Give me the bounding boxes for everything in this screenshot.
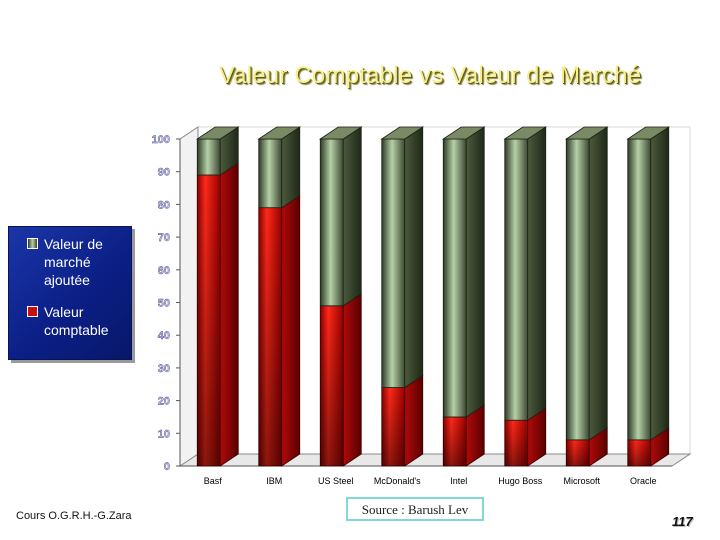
bar-market-added-side: [342, 126, 362, 307]
y-tick-label: 80: [158, 199, 170, 211]
bar-market-added-side: [588, 126, 608, 441]
bar-book-value-shade: [258, 207, 282, 467]
y-tick-label: 20: [158, 396, 170, 408]
bar-market-added: [504, 138, 529, 421]
bar-book-value-side: [281, 194, 301, 467]
bar-top-face: [626, 126, 671, 140]
bar-top-face: [257, 126, 302, 140]
y-tick-label: 50: [158, 298, 170, 310]
legend-item-market-added: Valeur de marché ajoutée: [27, 235, 130, 289]
source-box: Source : Barush Lev: [346, 497, 484, 521]
bar-book-value-side: [404, 374, 424, 467]
bar-book-value-side: [219, 162, 239, 467]
bar-book-value-shade: [320, 305, 344, 466]
axes: [176, 126, 692, 467]
bar-market-added: [381, 138, 406, 388]
bar-top-face: [318, 126, 363, 140]
legend-label-book-value: Valeur comptable: [44, 304, 109, 338]
bar-top-face: [441, 126, 486, 140]
labels: 0 10 20 30 40 50 60 70 80 90 100 Basf IBM US Steel McD…: [151, 134, 657, 486]
x-tick-label: IBM: [266, 476, 282, 486]
floor: [178, 453, 692, 467]
course-credit: Cours O.G.R.H.-G.Zara: [16, 510, 132, 522]
bar-market-added: [258, 138, 283, 209]
bar-book-value-shade: [566, 439, 590, 466]
bar-top-face: [195, 126, 240, 140]
bar-market-added: [442, 138, 467, 418]
x-tick-label: US Steel: [318, 476, 354, 486]
bar-market-added-side: [650, 126, 670, 441]
bar-top-face: [564, 126, 609, 140]
page-number: 117: [672, 514, 693, 529]
x-tick-label: Basf: [204, 476, 223, 486]
y-tick-label: 100: [152, 134, 170, 146]
y-tick-label: 0: [164, 461, 170, 473]
side-wall: [179, 126, 199, 467]
bar-market-added-side: [404, 126, 424, 389]
y-tick-label: 70: [158, 232, 170, 244]
x-tick-label: Microsoft: [563, 476, 600, 486]
chart-title: Valeur Comptable vs Valeur de Marché: [218, 62, 642, 89]
bar-market-added-side: [465, 126, 485, 418]
bar-market-added-side: [281, 126, 301, 209]
legend-item-book-value: Valeur comptable: [27, 303, 130, 339]
y-tick-label: 10: [158, 428, 170, 440]
bar-market-added: [319, 138, 344, 307]
x-tick-label: Hugo Boss: [498, 476, 543, 486]
y-tick-label: 30: [158, 363, 170, 375]
y-tick-label: 90: [158, 167, 170, 179]
bar-market-added: [196, 138, 221, 176]
legend-swatch-book-value: [27, 306, 38, 317]
bar-market-added-side: [527, 126, 547, 421]
y-tick-label: 60: [158, 265, 170, 277]
x-tick-label: Intel: [450, 476, 467, 486]
x-tick-label: Oracle: [630, 476, 657, 486]
legend: Valeur de marché ajoutée Valeur comptabl…: [8, 226, 132, 360]
legend-swatch-market-added: [27, 238, 38, 249]
bar-book-value-shade: [504, 420, 528, 466]
bar-top-face: [380, 126, 425, 140]
bars: [195, 126, 671, 467]
x-tick-label: McDonald's: [374, 476, 421, 486]
y-tick-label: 40: [158, 330, 170, 342]
bar-book-value-shade: [197, 174, 221, 466]
bar-book-value-shade: [443, 416, 467, 466]
bar-book-value-shade: [627, 439, 651, 466]
bar-market-added: [627, 138, 652, 441]
bar-book-value-shade: [381, 387, 405, 466]
bar-top-face: [503, 126, 548, 140]
bar-market-added: [565, 138, 590, 441]
legend-label-market-added: Valeur de marché ajoutée: [44, 236, 103, 288]
bar-book-value-side: [342, 293, 362, 467]
